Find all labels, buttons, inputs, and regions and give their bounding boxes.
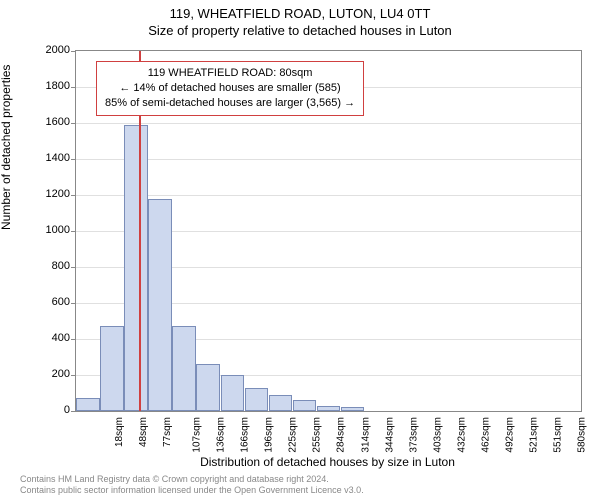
xtick-label: 284sqm xyxy=(336,417,347,453)
ytick-label: 2000 xyxy=(30,44,70,56)
xtick-label: 373sqm xyxy=(408,417,419,453)
xtick-label: 255sqm xyxy=(312,417,323,453)
chart-title: 119, WHEATFIELD ROAD, LUTON, LU4 0TT Siz… xyxy=(0,0,600,40)
gridline xyxy=(76,195,581,196)
xtick-label: 136sqm xyxy=(216,417,227,453)
bar xyxy=(172,326,196,411)
xtick-label: 77sqm xyxy=(162,417,173,447)
bar xyxy=(221,375,245,411)
bar xyxy=(76,398,100,411)
ytick-label: 1800 xyxy=(30,80,70,92)
x-axis-label: Distribution of detached houses by size … xyxy=(75,455,580,469)
gridline xyxy=(76,123,581,124)
xtick-label: 107sqm xyxy=(192,417,203,453)
xtick-label: 432sqm xyxy=(456,417,467,453)
ytick-label: 1400 xyxy=(30,152,70,164)
xtick-label: 344sqm xyxy=(384,417,395,453)
bar xyxy=(317,406,341,411)
ytick-mark xyxy=(71,267,76,268)
gridline xyxy=(76,159,581,160)
xtick-label: 492sqm xyxy=(504,417,515,453)
xtick-label: 551sqm xyxy=(552,417,563,453)
bar xyxy=(341,407,365,412)
bar xyxy=(100,326,124,411)
ytick-mark xyxy=(71,195,76,196)
bar xyxy=(269,395,293,411)
xtick-label: 403sqm xyxy=(432,417,443,453)
ytick-label: 600 xyxy=(30,296,70,308)
ytick-mark xyxy=(71,123,76,124)
info-box-line: 85% of semi-detached houses are larger (… xyxy=(105,96,355,111)
ytick-mark xyxy=(71,339,76,340)
ytick-mark xyxy=(71,411,76,412)
xtick-label: 580sqm xyxy=(577,417,588,453)
ytick-mark xyxy=(71,159,76,160)
xtick-label: 48sqm xyxy=(138,417,149,447)
xtick-label: 196sqm xyxy=(264,417,275,453)
bar xyxy=(148,199,172,411)
info-box-line: ← 14% of detached houses are smaller (58… xyxy=(105,81,355,96)
footer: Contains HM Land Registry data © Crown c… xyxy=(20,474,364,497)
xtick-label: 166sqm xyxy=(240,417,251,453)
footer-line-1: Contains HM Land Registry data © Crown c… xyxy=(20,474,364,485)
ytick-mark xyxy=(71,87,76,88)
ytick-mark xyxy=(71,303,76,304)
bar xyxy=(293,400,317,411)
y-axis-label: Number of detached properties xyxy=(0,65,13,230)
footer-line-2: Contains public sector information licen… xyxy=(20,485,364,496)
ytick-label: 200 xyxy=(30,368,70,380)
ytick-mark xyxy=(71,51,76,52)
info-box-line: 119 WHEATFIELD ROAD: 80sqm xyxy=(105,66,355,81)
ytick-label: 0 xyxy=(30,404,70,416)
bar xyxy=(245,388,269,411)
title-line-2: Size of property relative to detached ho… xyxy=(0,23,600,40)
plot-area: 119 WHEATFIELD ROAD: 80sqm← 14% of detac… xyxy=(75,50,582,412)
title-line-1: 119, WHEATFIELD ROAD, LUTON, LU4 0TT xyxy=(0,6,600,23)
ytick-label: 400 xyxy=(30,332,70,344)
info-box: 119 WHEATFIELD ROAD: 80sqm← 14% of detac… xyxy=(96,61,364,116)
bar xyxy=(124,125,148,411)
xtick-label: 18sqm xyxy=(114,417,125,447)
bar xyxy=(196,364,220,411)
ytick-label: 1200 xyxy=(30,188,70,200)
ytick-mark xyxy=(71,375,76,376)
chart-container: 119, WHEATFIELD ROAD, LUTON, LU4 0TT Siz… xyxy=(0,0,600,500)
xtick-label: 314sqm xyxy=(360,417,371,453)
xtick-label: 521sqm xyxy=(528,417,539,453)
xtick-label: 462sqm xyxy=(480,417,491,453)
ytick-label: 1600 xyxy=(30,116,70,128)
ytick-mark xyxy=(71,231,76,232)
ytick-label: 800 xyxy=(30,260,70,272)
xtick-label: 225sqm xyxy=(288,417,299,453)
ytick-label: 1000 xyxy=(30,224,70,236)
